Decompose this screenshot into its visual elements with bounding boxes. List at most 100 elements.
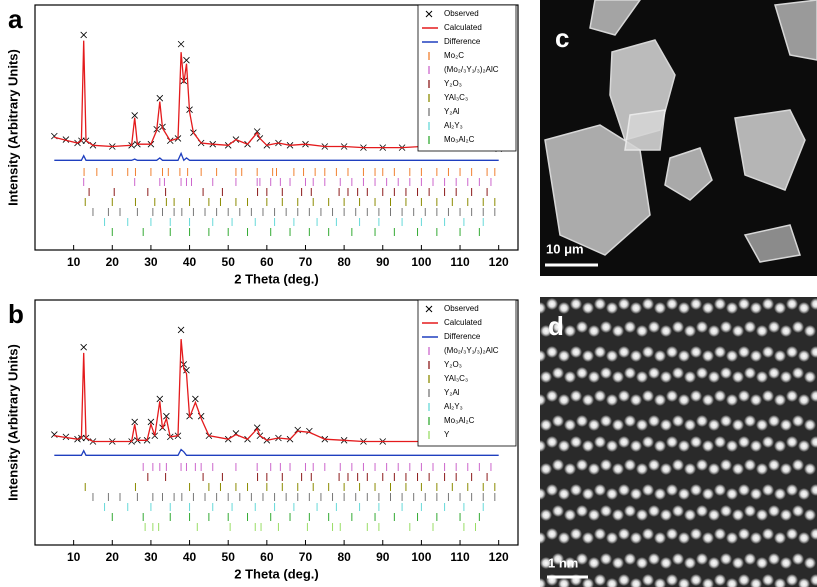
atom-column: [726, 488, 738, 500]
atom-column: [540, 509, 552, 521]
atom-column: [648, 321, 660, 333]
atom-column: [666, 436, 678, 448]
atom-column: [594, 436, 606, 448]
atom-column: [540, 350, 546, 362]
x-tick-label: 40: [183, 550, 197, 564]
atom-column: [564, 509, 576, 521]
atom-column: [684, 557, 696, 569]
atom-column: [606, 578, 618, 587]
atom-column: [630, 350, 642, 362]
atom-column: [666, 528, 678, 540]
atom-column: [702, 350, 714, 362]
atom-column: [654, 394, 666, 406]
atom-column: [636, 557, 648, 569]
atom-column: [606, 394, 618, 406]
atom-column: [726, 440, 738, 452]
atom-column: [642, 298, 654, 310]
atom-column: [624, 415, 636, 427]
atom-column: [570, 390, 582, 402]
atom-column: [786, 346, 798, 358]
series-line: [54, 339, 499, 444]
atom-column: [540, 532, 546, 544]
image-label: d: [548, 311, 564, 341]
atom-column: [720, 459, 732, 471]
image-label: c: [555, 23, 569, 53]
atom-column: [570, 484, 582, 496]
atom-column: [582, 488, 594, 500]
atom-column: [780, 557, 792, 569]
atom-column: [654, 350, 666, 362]
atom-column: [762, 528, 774, 540]
observed-point: [163, 412, 170, 420]
atom-column: [732, 419, 744, 431]
x-tick-label: 100: [411, 550, 431, 564]
atom-column: [768, 367, 780, 379]
atom-column: [750, 488, 762, 500]
atom-column: [564, 325, 576, 337]
atom-column: [798, 578, 810, 587]
atom-column: [750, 350, 762, 362]
sem-particle: [624, 109, 666, 151]
x-tick-label: 70: [299, 550, 313, 564]
atom-column: [768, 415, 780, 427]
atom-column: [798, 440, 810, 452]
atom-column: [804, 371, 816, 383]
atom-column: [540, 578, 546, 587]
atom-column: [630, 488, 642, 500]
atom-column: [606, 488, 618, 500]
observed-point: [253, 424, 261, 431]
atom-column: [720, 553, 732, 565]
atom-column: [672, 415, 684, 427]
atom-column: [588, 463, 600, 475]
atom-column: [762, 574, 774, 586]
legend-swatch: [425, 305, 433, 313]
atom-column: [618, 436, 630, 448]
observed-point: [177, 40, 185, 48]
x-tick-label: 110: [450, 255, 470, 269]
atom-column: [600, 321, 612, 333]
atom-column: [624, 321, 636, 333]
atom-column: [636, 419, 648, 431]
atom-column: [786, 390, 798, 402]
atom-column: [702, 302, 714, 314]
atom-column: [810, 574, 817, 586]
atom-column: [810, 484, 817, 496]
atom-column: [606, 440, 618, 452]
atom-column: [762, 436, 774, 448]
atom-column: [618, 346, 630, 358]
atom-column: [792, 505, 804, 517]
atom-column: [720, 367, 732, 379]
stem-lattice: [540, 298, 817, 587]
atom-column: [708, 419, 720, 431]
legend-entry: Calculated: [444, 318, 482, 327]
atom-column: [786, 484, 798, 496]
atom-column: [756, 419, 768, 431]
atom-column: [600, 415, 612, 427]
atom-column: [654, 302, 666, 314]
x-tick-label: 50: [222, 255, 236, 269]
legend-entry: Y: [444, 430, 450, 439]
atom-column: [744, 459, 756, 471]
atom-column: [546, 436, 558, 448]
legend-entry: (Mo₂/₃Y₁/₃)₂AlC: [444, 346, 499, 355]
x-tick-label: 80: [337, 550, 351, 564]
atom-column: [624, 505, 636, 517]
x-tick-label: 100: [411, 255, 431, 269]
legend-entry: Difference: [444, 37, 481, 46]
legend-entry: Mo₂C: [444, 51, 464, 60]
atom-column: [780, 463, 792, 475]
atom-column: [540, 463, 552, 475]
atom-column: [684, 371, 696, 383]
atom-column: [588, 509, 600, 521]
atom-column: [750, 302, 762, 314]
atom-column: [564, 463, 576, 475]
atom-column: [672, 505, 684, 517]
atom-column: [768, 321, 780, 333]
atom-column: [798, 394, 810, 406]
y-axis-label: Intensity (Arbitrary Units): [5, 344, 20, 501]
atom-column: [684, 509, 696, 521]
atom-column: [648, 459, 660, 471]
atom-column: [648, 505, 660, 517]
atom-column: [690, 484, 702, 496]
panel-label: b: [8, 299, 24, 329]
